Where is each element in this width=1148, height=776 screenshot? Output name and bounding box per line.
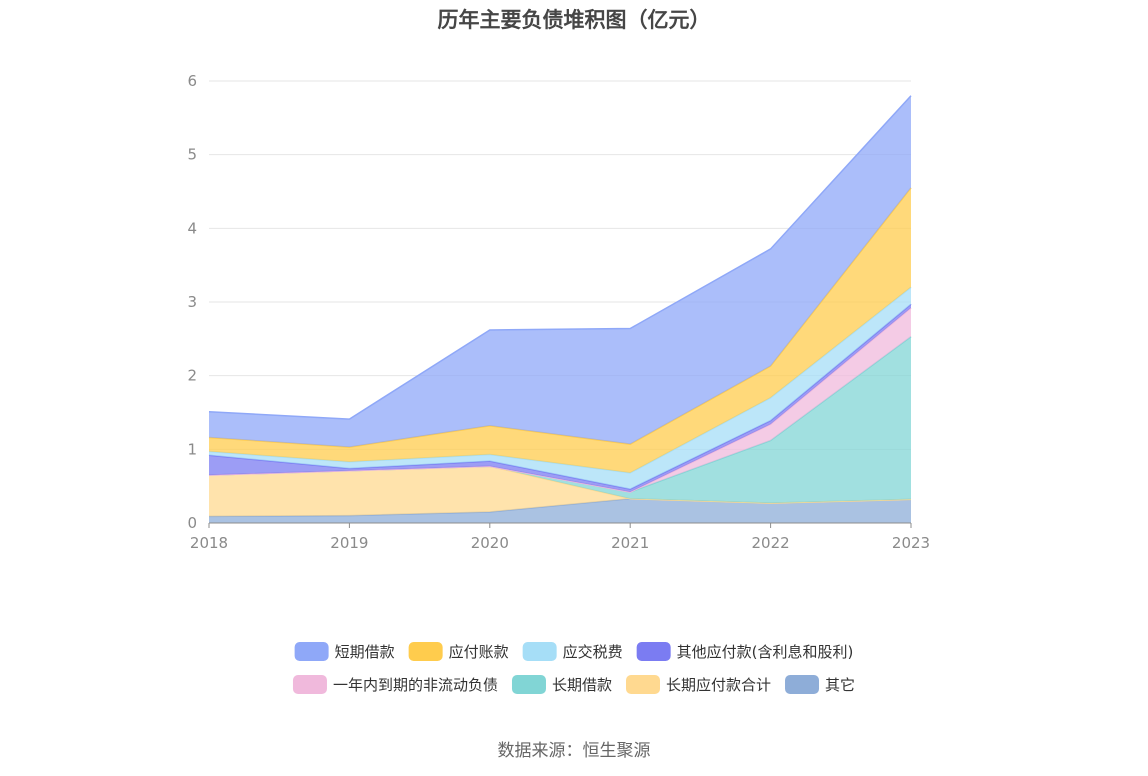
y-tick-label-1: 1	[187, 440, 197, 458]
x-tick-label-2021: 2021	[611, 534, 649, 552]
area-series-7	[209, 95, 911, 448]
y-tick-label-3: 3	[187, 293, 197, 311]
legend-swatch	[626, 675, 660, 694]
y-tick-label-6: 6	[187, 72, 197, 90]
legend-label: 其他应付款(含利息和股利)	[677, 643, 854, 661]
area-edge-5	[208, 286, 912, 474]
legend-swatch	[522, 642, 557, 661]
legend-item-1[interactable]: 应付账款	[408, 642, 509, 661]
x-tick-label-2023: 2023	[892, 534, 930, 552]
legend-item-3[interactable]: 其他应付款(含利息和股利)	[636, 642, 854, 661]
area-series-3	[209, 307, 911, 493]
stacked-area-chart: 0 1 2 3 4 5 6 2018 2019 2020 2021 2022 2023 短期借款 应付账款…	[187, 72, 930, 694]
legend-label: 一年内到期的非流动负债	[333, 676, 498, 694]
data-source-note: 数据来源：恒生聚源	[497, 741, 651, 761]
legend-item-4[interactable]: 一年内到期的非流动负债	[292, 675, 498, 694]
legend-swatch	[408, 642, 443, 661]
legend-swatch	[292, 675, 327, 694]
area-series	[208, 95, 912, 523]
y-tick-label-2: 2	[187, 367, 197, 385]
legend-swatch	[511, 675, 546, 694]
legend-label: 应交税费	[563, 643, 623, 661]
legend-item-5[interactable]: 长期借款	[511, 675, 612, 694]
legend-swatch	[785, 675, 820, 694]
area-series-2	[209, 336, 911, 504]
legend-item-7[interactable]: 其它	[785, 675, 855, 694]
legend-label: 其它	[825, 676, 855, 694]
legend-item-2[interactable]: 应交税费	[522, 642, 623, 661]
x-tick-label-2022: 2022	[752, 534, 790, 552]
legend: 短期借款 应付账款 应交税费 其他应付款(含利息和股利) 一年内到期的非流动负债 长期借款…	[292, 642, 855, 694]
legend-label: 短期借款	[335, 643, 395, 661]
legend-swatch	[636, 642, 671, 661]
area-series-0	[209, 498, 911, 523]
x-tick-label-2019: 2019	[330, 534, 368, 552]
area-edge-3	[208, 307, 912, 493]
legend-label: 长期借款	[552, 676, 612, 694]
chart-title: 历年主要负债堆积图（亿元）	[437, 8, 711, 32]
legend-swatch	[294, 642, 329, 661]
x-tick-label-2020: 2020	[471, 534, 509, 552]
y-tick-label-4: 4	[187, 219, 197, 237]
legend-item-6[interactable]: 长期应付款合计	[626, 675, 771, 694]
x-tick-label-2018: 2018	[190, 534, 228, 552]
legend-item-0[interactable]: 短期借款	[294, 642, 395, 661]
y-tick-label-0: 0	[187, 514, 197, 532]
area-series-6	[209, 187, 911, 473]
area-edge-7	[208, 95, 912, 420]
area-series-1	[209, 466, 911, 517]
y-tick-label-5: 5	[187, 146, 197, 164]
legend-label: 应付账款	[449, 643, 509, 661]
axes: 0 1 2 3 4 5 6 2018 2019 2020 2021 2022 2023	[187, 72, 930, 552]
legend-label: 长期应付款合计	[666, 676, 771, 694]
